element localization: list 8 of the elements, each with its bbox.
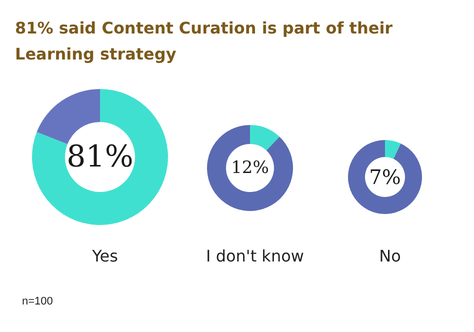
text: n=100 [22, 296, 53, 308]
text: Yes [91, 246, 118, 266]
text: 81% said Content Curation is part of their Learning strategy [15, 18, 398, 64]
text: No [379, 246, 401, 266]
data-label: 12% [231, 158, 269, 178]
data-label: 7% [369, 165, 401, 189]
text: I don't know [206, 246, 304, 266]
data-label: 81% [66, 140, 134, 174]
